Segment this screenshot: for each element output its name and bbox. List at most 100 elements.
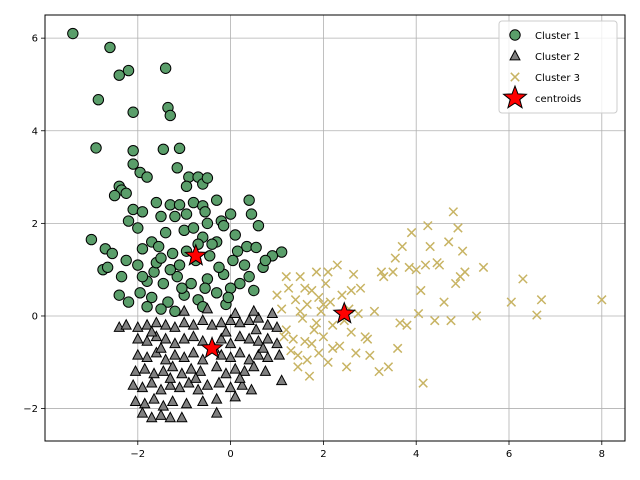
data-point-circle: [127, 203, 139, 216]
data-point-triangle: [215, 332, 228, 344]
data-point-triangle: [206, 318, 218, 330]
data-point-circle: [120, 254, 132, 267]
data-point-triangle: [138, 362, 151, 374]
data-point-circle: [106, 247, 118, 260]
x-tick-label: 6: [506, 449, 512, 460]
data-point-x: [378, 271, 389, 282]
data-point-x: [430, 315, 440, 326]
data-point-triangle: [236, 378, 248, 390]
data-point-x: [536, 295, 547, 305]
data-point-circle: [234, 277, 246, 290]
data-point-triangle: [136, 406, 149, 418]
legend-box: [498, 20, 618, 114]
data-point-circle: [171, 162, 183, 174]
data-point-circle: [204, 250, 216, 262]
data-point-triangle: [164, 371, 177, 383]
data-point-triangle: [132, 320, 144, 332]
data-point-triangle: [141, 334, 153, 346]
data-point-triangle: [187, 330, 200, 342]
data-point-triangle: [148, 367, 160, 379]
data-point-circle: [180, 208, 193, 220]
data-point-x: [402, 320, 412, 330]
data-point-x: [281, 271, 292, 282]
data-point-circle: [155, 210, 167, 223]
data-point-triangle: [159, 332, 172, 344]
data-point-x: [443, 237, 454, 247]
data-point-x: [362, 334, 373, 344]
data-point-circle: [213, 261, 225, 274]
data-point-triangle: [273, 348, 286, 360]
data-point-circle: [108, 189, 121, 202]
data-point-triangle: [250, 323, 262, 335]
data-point-triangle: [224, 337, 237, 349]
legend-marker-star: [502, 84, 528, 109]
data-point-triangle: [157, 364, 170, 376]
data-point-circle: [146, 291, 158, 304]
data-point-x: [279, 332, 289, 342]
data-point-triangle: [210, 360, 223, 372]
data-point-circle: [201, 172, 214, 184]
data-point-circle: [155, 252, 167, 264]
data-point-triangle: [252, 348, 265, 360]
data-point-triangle: [243, 314, 255, 325]
data-point-triangle: [238, 364, 251, 376]
data-point-x: [300, 283, 310, 293]
series-3: [272, 207, 607, 388]
data-point-circle: [141, 171, 153, 183]
data-point-circle: [176, 282, 188, 294]
data-point-circle: [104, 41, 116, 54]
data-point-x: [448, 207, 459, 217]
data-point-circle: [166, 247, 179, 260]
data-point-circle: [243, 194, 255, 206]
data-point-circle: [67, 27, 79, 40]
data-point-triangle: [159, 353, 172, 365]
data-point-triangle: [164, 378, 177, 390]
data-point-triangle: [187, 346, 200, 358]
data-point-circle: [152, 240, 165, 253]
data-point-x: [316, 306, 326, 317]
data-point-x: [365, 350, 375, 361]
data-point-circle: [122, 64, 135, 77]
data-point-x: [348, 269, 359, 280]
data-point-triangle: [166, 360, 179, 372]
data-point-circle: [127, 158, 139, 170]
data-point-triangle: [159, 318, 172, 330]
data-point-x: [288, 334, 298, 344]
data-point-x: [286, 345, 296, 356]
y-tick-label: −2: [23, 404, 38, 415]
data-point-circle: [180, 180, 193, 193]
data-point-triangle: [187, 318, 200, 330]
data-point-triangle: [224, 351, 237, 363]
data-point-triangle: [261, 318, 274, 330]
series-1: [67, 27, 288, 318]
data-point-triangle: [257, 341, 269, 353]
data-point-triangle: [271, 337, 283, 349]
data-point-triangle: [141, 351, 153, 363]
y-tick-label: 6: [32, 34, 38, 45]
data-point-star: [200, 335, 224, 359]
data-point-x: [351, 348, 361, 358]
axis-ticks: −2 0 2 4 6 8 −2 0 2 4 6: [23, 34, 605, 460]
data-point-x: [281, 325, 292, 335]
data-point-triangle: [234, 371, 246, 383]
data-point-x: [397, 241, 408, 252]
data-point-circle: [222, 291, 234, 304]
data-point-x: [376, 267, 387, 277]
data-point-triangle: [129, 364, 142, 376]
data-point-x: [337, 290, 347, 300]
data-point-x: [383, 362, 394, 372]
data-point-x: [304, 371, 315, 381]
data-point-triangle: [157, 399, 170, 411]
legend-label: Cluster 3: [535, 73, 580, 84]
data-point-x: [506, 297, 517, 307]
data-point-x: [390, 253, 401, 263]
legend-label: Cluster 1: [535, 31, 580, 42]
data-point-x: [392, 343, 403, 354]
legend-label: centroids: [535, 94, 581, 105]
data-point-circle: [157, 277, 170, 290]
data-point-triangle: [196, 334, 209, 346]
data-point-circle: [173, 199, 186, 211]
x-tick-label: 2: [320, 449, 326, 460]
data-point-circle: [217, 219, 230, 232]
